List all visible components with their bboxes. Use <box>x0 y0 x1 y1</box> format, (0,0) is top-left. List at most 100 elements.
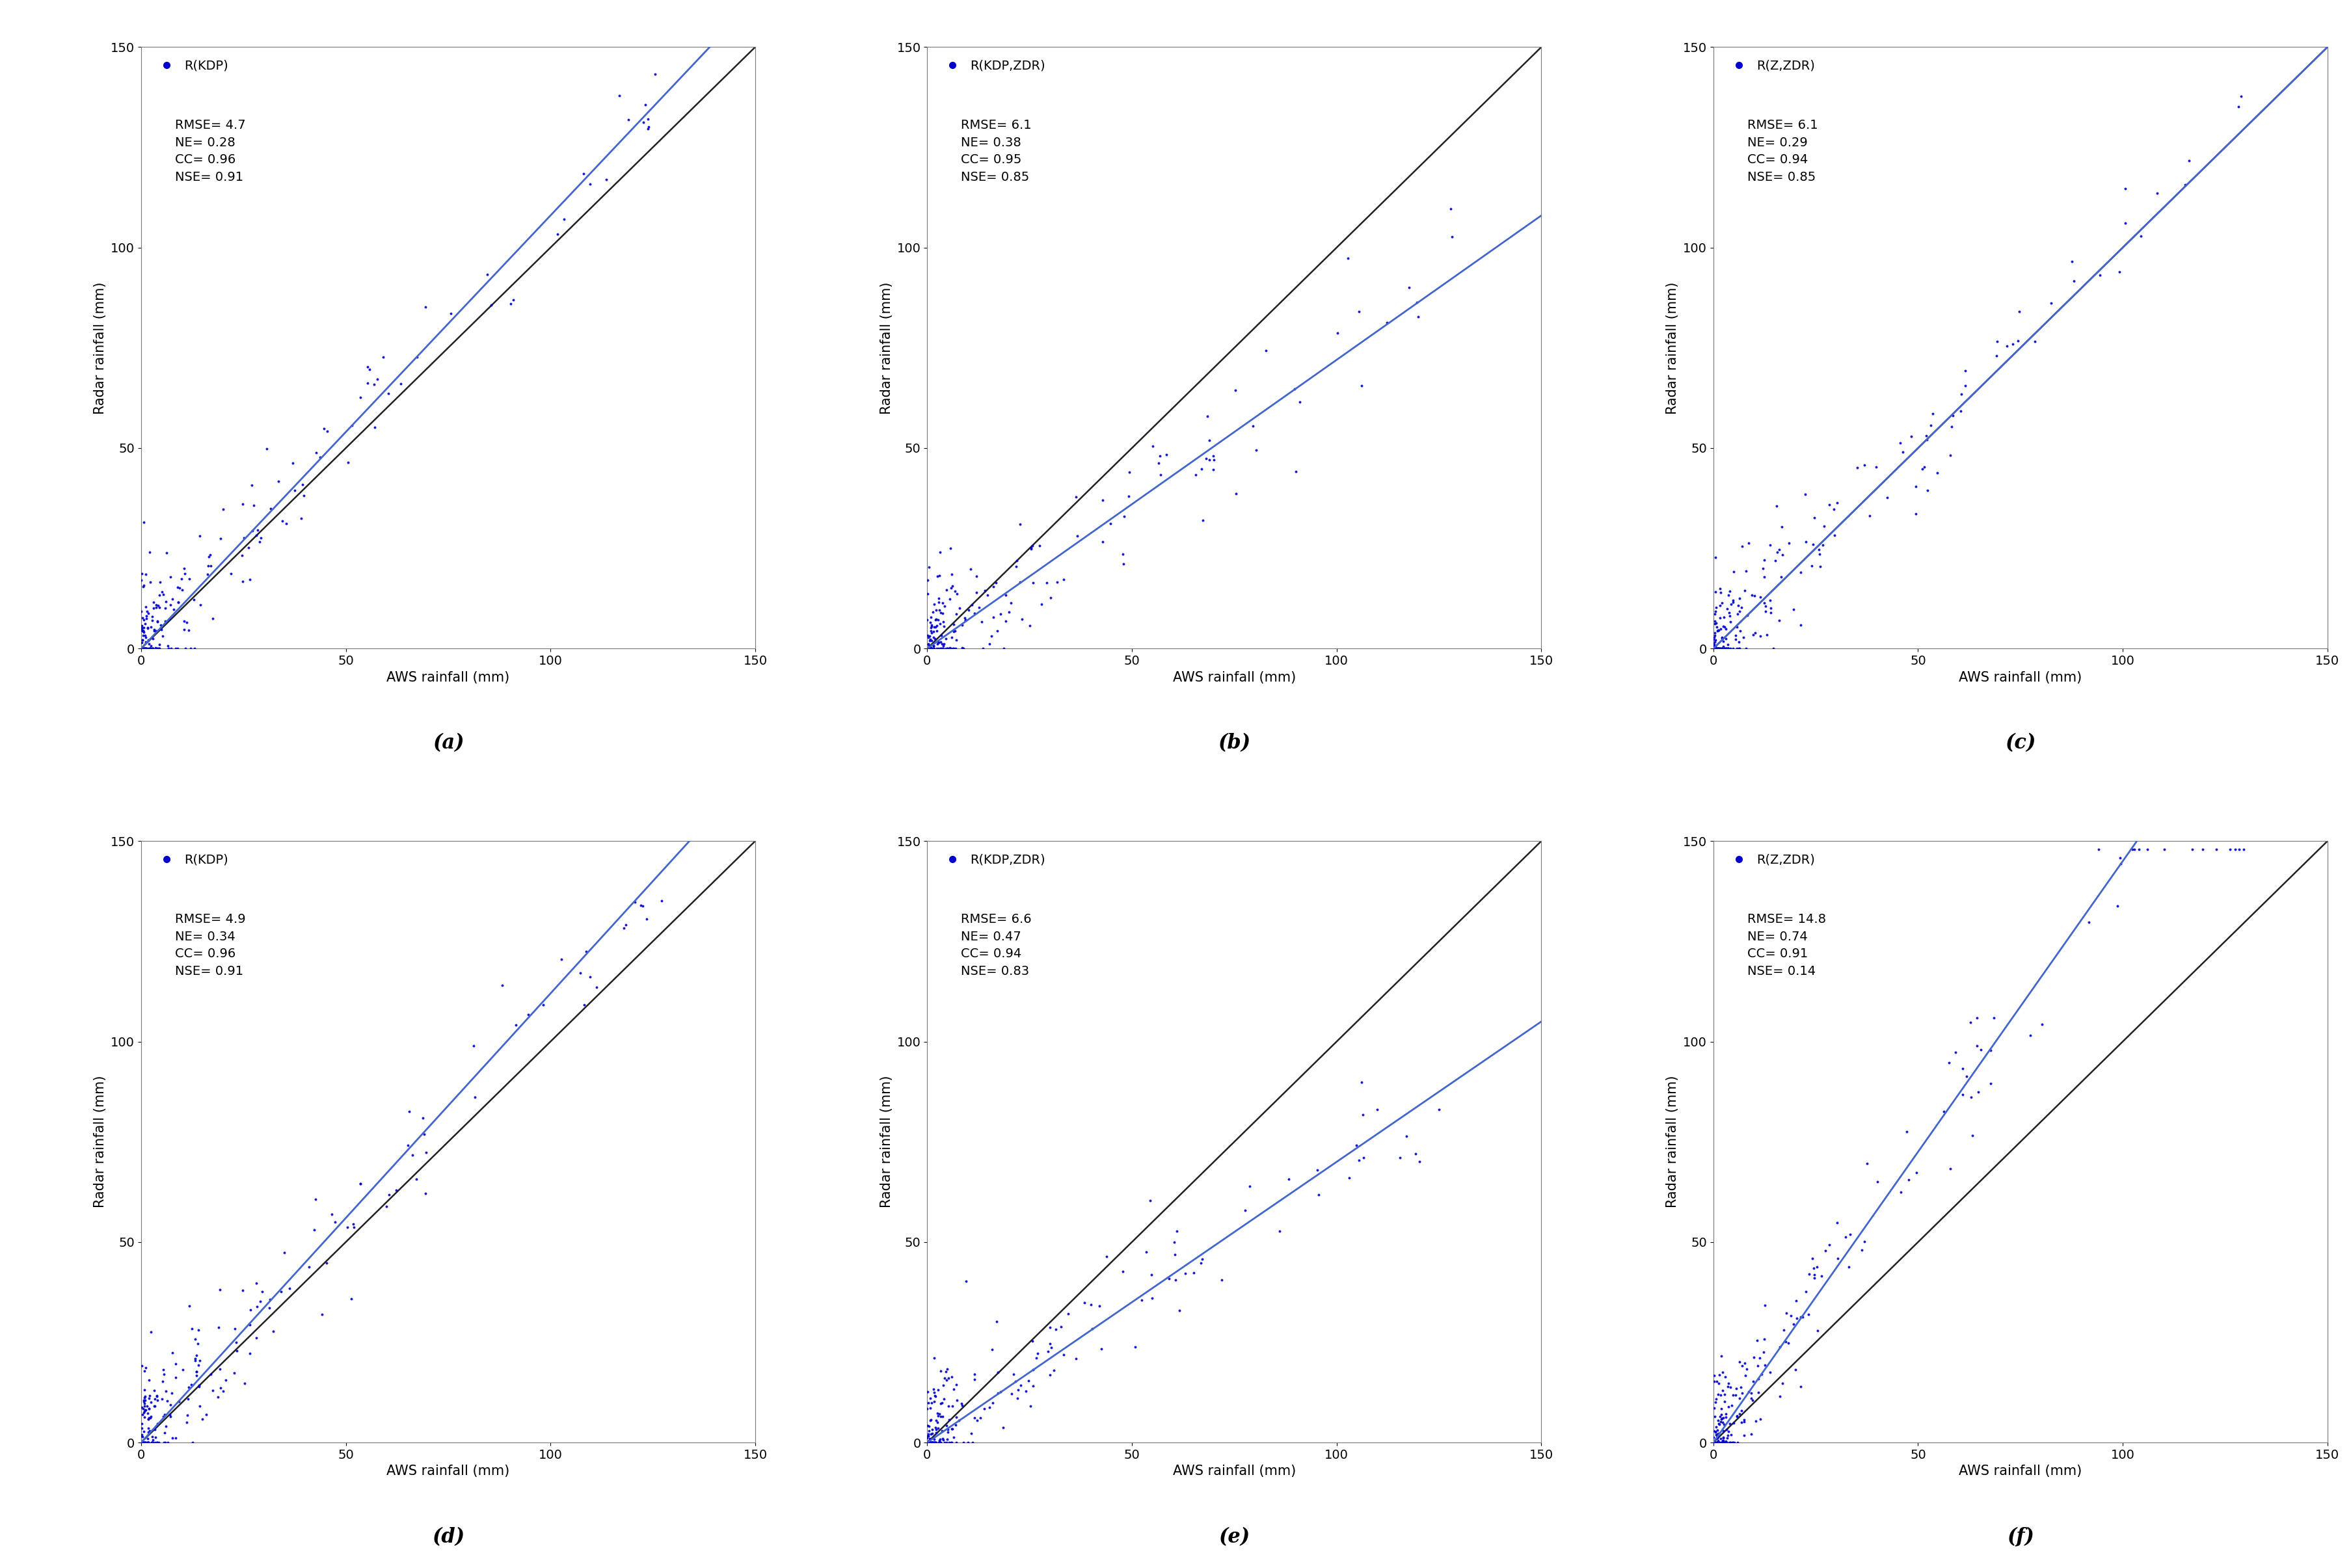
Point <box>992 590 1030 615</box>
Point <box>621 892 658 917</box>
Point <box>172 1372 209 1397</box>
Point <box>308 1250 346 1275</box>
Point <box>2012 1022 2050 1047</box>
Point <box>1977 343 2015 368</box>
Point <box>922 1391 959 1416</box>
Point <box>143 582 181 607</box>
Point <box>616 889 654 914</box>
Point <box>127 637 165 662</box>
Point <box>261 469 299 494</box>
Point <box>1140 450 1178 475</box>
Point <box>122 568 160 593</box>
Point <box>146 1430 183 1455</box>
Point <box>1709 1374 1747 1399</box>
Point <box>127 637 165 662</box>
Point <box>936 612 973 637</box>
Point <box>1700 1430 1737 1455</box>
Point <box>143 616 181 641</box>
Point <box>1018 1341 1056 1366</box>
Point <box>929 637 966 662</box>
Point <box>630 107 668 132</box>
Point <box>971 1396 1009 1421</box>
Point <box>134 608 172 633</box>
Point <box>1700 1430 1737 1455</box>
Point <box>912 1386 950 1411</box>
Point <box>907 637 945 662</box>
Point <box>1712 593 1749 618</box>
Point <box>1719 602 1756 627</box>
Point <box>545 207 583 232</box>
Point <box>1700 1381 1737 1406</box>
Point <box>910 582 947 607</box>
Point <box>1399 304 1436 329</box>
Point <box>917 637 955 662</box>
Point <box>282 506 320 532</box>
Point <box>127 1388 165 1413</box>
Point <box>1890 1167 1928 1192</box>
Point <box>936 637 973 662</box>
Point <box>1702 1383 1740 1408</box>
Point <box>1695 629 1733 654</box>
Point <box>1719 1430 1756 1455</box>
Point <box>917 1383 955 1408</box>
Point <box>1695 1369 1733 1394</box>
Point <box>1695 627 1733 652</box>
Point <box>1700 1424 1737 1449</box>
Point <box>1702 626 1740 651</box>
Point <box>1794 1256 1831 1281</box>
Point <box>136 1424 174 1449</box>
Point <box>1709 637 1747 662</box>
Point <box>136 618 174 643</box>
Point <box>202 1375 240 1400</box>
Point <box>1733 1380 1770 1405</box>
Point <box>125 1430 162 1455</box>
Point <box>226 1370 263 1396</box>
Point <box>915 637 952 662</box>
Point <box>200 1385 237 1410</box>
Point <box>1704 637 1742 662</box>
Point <box>1947 373 1984 398</box>
Point <box>139 637 176 662</box>
Point <box>127 1430 165 1455</box>
Point <box>1709 596 1747 621</box>
Point <box>1013 571 1051 596</box>
Point <box>1723 1410 1761 1435</box>
Point <box>136 635 174 660</box>
Point <box>2102 851 2139 877</box>
Point <box>1702 590 1740 615</box>
Point <box>132 1383 169 1408</box>
Point <box>926 1359 964 1385</box>
Point <box>125 1405 162 1430</box>
Point <box>139 1383 176 1408</box>
Point <box>127 561 165 586</box>
Point <box>1742 1406 1780 1432</box>
Point <box>1133 1286 1171 1311</box>
Point <box>125 1430 162 1455</box>
Point <box>233 1297 270 1322</box>
Point <box>933 637 971 662</box>
Point <box>1340 1148 1378 1173</box>
Point <box>331 1286 369 1311</box>
Point <box>1702 1403 1740 1428</box>
Point <box>132 1430 169 1455</box>
Point <box>1695 1430 1733 1455</box>
Point <box>1975 1005 2012 1030</box>
Point <box>1074 1316 1112 1341</box>
Point <box>129 1416 167 1441</box>
Point <box>303 1301 341 1327</box>
Point <box>122 1430 160 1455</box>
Point <box>1331 1165 1368 1190</box>
Point <box>136 1430 174 1455</box>
Point <box>202 1278 240 1303</box>
Point <box>129 1419 167 1444</box>
Point <box>917 1430 955 1455</box>
Point <box>1700 1430 1737 1455</box>
Point <box>910 622 947 648</box>
Point <box>134 1430 172 1455</box>
Point <box>1011 1367 1049 1392</box>
Point <box>129 1405 167 1430</box>
Point <box>160 1389 197 1414</box>
Point <box>1712 1375 1749 1400</box>
Point <box>915 1427 952 1452</box>
Point <box>484 974 522 999</box>
